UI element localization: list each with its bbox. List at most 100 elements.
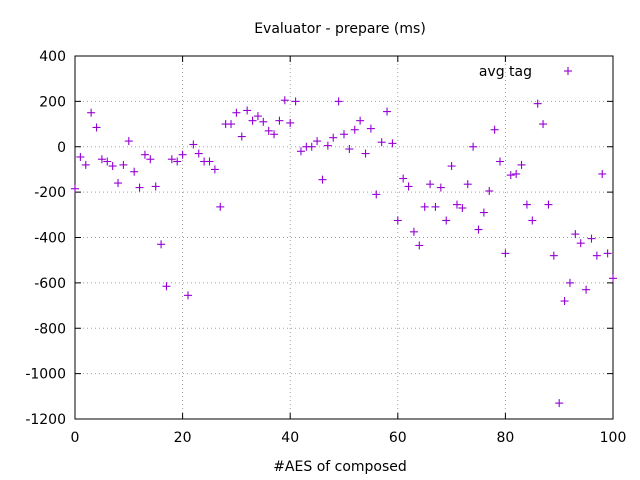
data-point: [565, 278, 574, 287]
data-point: [571, 230, 580, 239]
data-point: [227, 120, 236, 129]
x-axis-label: #AES of composed: [273, 459, 407, 475]
data-point: [506, 171, 515, 180]
data-point: [533, 99, 542, 108]
data-point: [377, 138, 386, 147]
data-point: [307, 142, 316, 151]
data-point: [71, 184, 79, 193]
data-point: [146, 155, 155, 164]
grid: [75, 56, 613, 419]
data-point: [415, 241, 424, 250]
data-point: [286, 118, 295, 127]
y-tick-label: -600: [34, 276, 66, 292]
data-point: [323, 141, 332, 150]
data-point: [528, 216, 537, 225]
chart-title: Evaluator - prepare (ms): [254, 21, 426, 37]
data-point: [87, 108, 96, 117]
data-point: [366, 124, 375, 133]
data-point: [124, 137, 133, 146]
data-point: [194, 149, 203, 158]
data-point: [474, 225, 483, 234]
data-point: [409, 227, 418, 236]
data-point: [522, 200, 531, 209]
data-point: [135, 183, 144, 192]
data-point: [248, 116, 257, 125]
y-tick-label: -800: [34, 321, 66, 337]
data-point: [183, 291, 192, 300]
data-point: [140, 150, 149, 159]
data-point: [334, 97, 343, 106]
x-tick-label: 0: [71, 430, 80, 446]
data-point: [404, 182, 413, 191]
data-point: [592, 251, 601, 260]
data-point: [361, 149, 370, 158]
data-point: [383, 107, 392, 116]
y-tick-label: 400: [39, 49, 66, 65]
x-tick-label: 20: [174, 430, 192, 446]
data-point: [264, 126, 273, 135]
data-point: [81, 160, 90, 169]
axis-ticks: -1200 -1000 -800 -600 -400 -200 0 200 400 0 20 40 60…: [25, 49, 626, 446]
data-point: [485, 186, 494, 195]
y-tick-label: 0: [57, 140, 66, 156]
data-point: [598, 169, 607, 178]
data-point: [350, 125, 359, 134]
x-tick-label: 100: [600, 430, 627, 446]
data-point: [108, 162, 117, 171]
data-point: [356, 116, 365, 125]
data-point: [420, 202, 429, 211]
data-point: [549, 251, 558, 260]
data-point: [345, 145, 354, 154]
data-point: [560, 297, 569, 306]
data-points: [71, 96, 617, 408]
data-point: [259, 117, 268, 126]
data-point: [452, 200, 461, 209]
data-point: [313, 137, 322, 146]
data-point: [296, 147, 305, 156]
data-point: [496, 157, 505, 166]
data-point: [103, 157, 112, 166]
data-point: [609, 274, 617, 283]
data-point: [151, 182, 160, 191]
y-tick-label: -200: [34, 185, 66, 201]
data-point: [555, 399, 564, 408]
data-point: [291, 97, 300, 106]
legend: avg tag: [479, 64, 572, 80]
data-point: [167, 155, 176, 164]
data-point: [243, 106, 252, 115]
data-point: [210, 165, 219, 174]
data-point: [426, 180, 435, 189]
data-point: [237, 132, 246, 141]
data-point: [399, 174, 408, 183]
data-point: [280, 96, 289, 105]
data-point: [501, 249, 510, 258]
data-point: [490, 125, 499, 134]
data-point: [603, 249, 612, 258]
data-point: [479, 208, 488, 217]
data-point: [512, 169, 521, 178]
data-point: [372, 190, 381, 199]
data-point: [329, 133, 338, 142]
data-point: [76, 152, 85, 161]
data-point: [539, 120, 548, 129]
y-tick-label: -1200: [25, 412, 66, 428]
data-point: [463, 180, 472, 189]
data-point: [544, 200, 553, 209]
data-point: [469, 142, 478, 151]
x-tick-label: 40: [281, 430, 299, 446]
data-point: [97, 155, 106, 164]
data-point: [393, 216, 402, 225]
data-point: [340, 130, 348, 139]
data-point: [157, 240, 166, 249]
data-point: [458, 204, 467, 213]
y-tick-label: -1000: [25, 367, 66, 383]
x-tick-label: 80: [496, 430, 514, 446]
data-point: [442, 216, 451, 225]
data-point: [388, 139, 397, 148]
data-point: [92, 123, 101, 132]
legend-marker: [564, 67, 572, 75]
data-point: [130, 167, 139, 176]
data-point: [114, 179, 123, 188]
data-point: [119, 160, 128, 169]
